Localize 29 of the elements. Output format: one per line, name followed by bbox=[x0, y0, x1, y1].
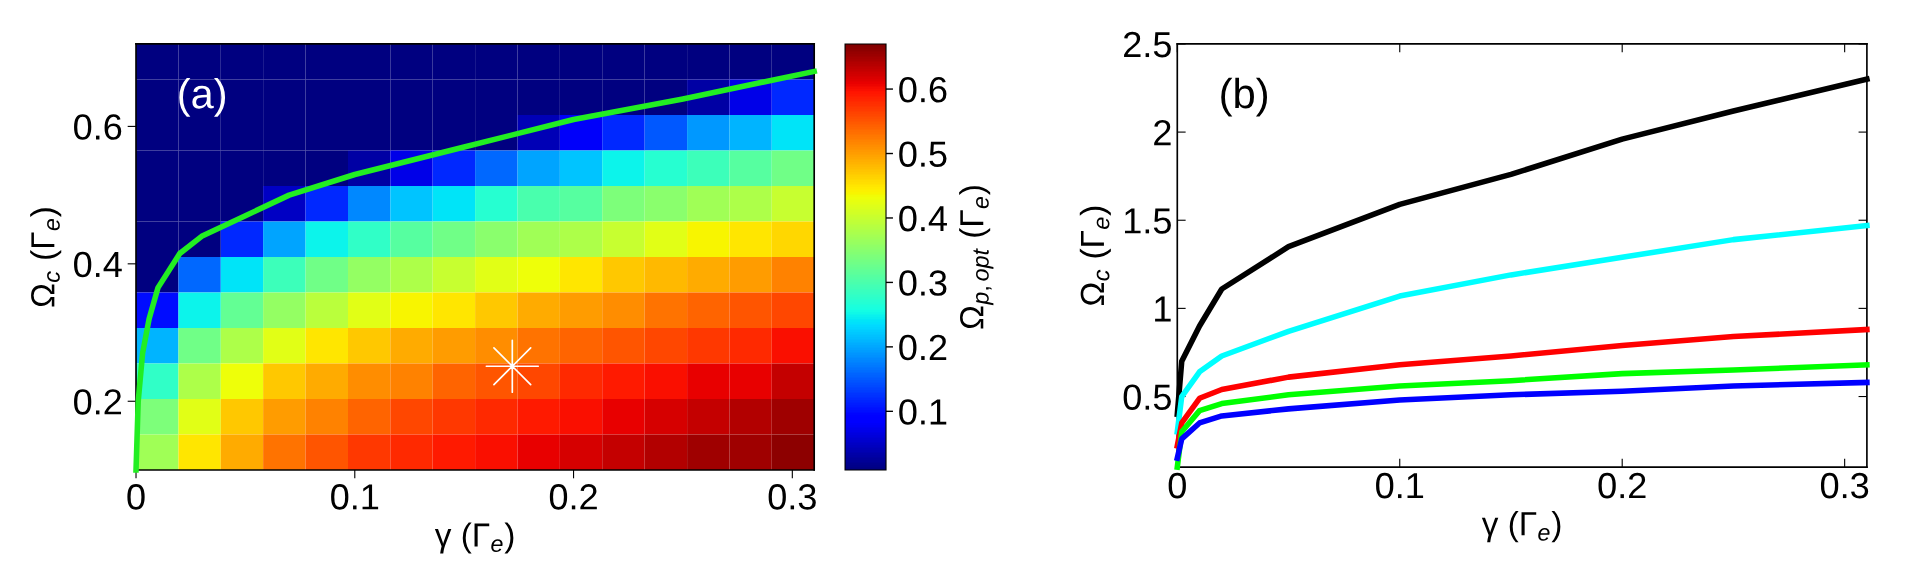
y-tick-label: 2.5 bbox=[1124, 31, 1171, 58]
y-tick-label: 1 bbox=[1155, 296, 1171, 322]
color-bar-label: 0.6 bbox=[899, 76, 947, 103]
x-tick-label: 0.3 bbox=[1820, 472, 1869, 499]
y-tick-label: 0.6 bbox=[74, 114, 122, 140]
y-tick-label: 2 bbox=[1154, 119, 1171, 146]
x-axis-title: γ (Γ$_{e}$) bbox=[434, 522, 514, 554]
x-tick-label: 0.2 bbox=[1598, 472, 1646, 499]
y-axis-title: Ω$_{c}$ (Γ$_{e}$) bbox=[30, 208, 62, 307]
x-axis-title: γ (Γ$_{e}$) bbox=[1481, 511, 1561, 543]
y-tick-label: 0.4 bbox=[74, 251, 122, 278]
annotation: (a) bbox=[179, 78, 226, 117]
x-tick-label: 0 bbox=[1168, 472, 1186, 499]
x-tick-label: 0 bbox=[127, 484, 145, 510]
color-bar-label: 0.1 bbox=[899, 399, 947, 425]
x-tick-label: 0.2 bbox=[549, 484, 597, 510]
y-tick-label: 0.5 bbox=[1123, 384, 1171, 410]
x-tick-label: 0.1 bbox=[1376, 472, 1424, 499]
color-bar-label: 0.5 bbox=[899, 141, 947, 167]
x-tick-label: 0.3 bbox=[768, 484, 816, 510]
y-tick-label: 1.5 bbox=[1124, 208, 1171, 234]
y-tick-label: 0.2 bbox=[74, 389, 122, 415]
color-bar-label: 0.3 bbox=[899, 270, 947, 296]
color-bar-title: Ω$_{p,opt}$ (Γ$_{e}$) bbox=[959, 186, 994, 329]
y-axis-title: Ω$_{c}$ (Γ$_{e}$) bbox=[1079, 206, 1111, 306]
annotation: (b) bbox=[1221, 77, 1267, 117]
color-bar-label: 0.2 bbox=[899, 334, 947, 361]
x-tick-label: 0.1 bbox=[331, 484, 379, 510]
color-bar-label: 0.4 bbox=[899, 205, 947, 232]
